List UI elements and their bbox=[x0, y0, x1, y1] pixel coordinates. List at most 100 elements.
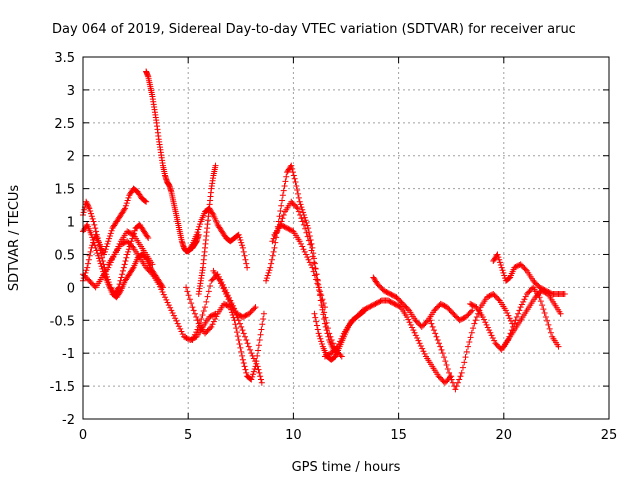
data-point bbox=[323, 319, 330, 326]
data-point bbox=[527, 286, 534, 293]
data-point bbox=[85, 204, 92, 211]
data-point bbox=[193, 329, 200, 336]
data-point bbox=[389, 292, 396, 299]
plot-frame bbox=[82, 56, 610, 420]
data-point bbox=[183, 335, 190, 342]
data-point bbox=[126, 229, 133, 236]
data-point bbox=[202, 304, 209, 311]
data-point bbox=[260, 310, 267, 317]
data-point bbox=[441, 302, 448, 309]
data-point bbox=[545, 321, 552, 328]
data-point bbox=[104, 240, 111, 247]
data-point bbox=[172, 315, 179, 322]
data-point bbox=[311, 310, 318, 317]
data-point bbox=[304, 254, 311, 261]
data-point bbox=[256, 369, 263, 376]
data-point bbox=[186, 296, 193, 303]
data-point bbox=[451, 312, 458, 319]
data-point bbox=[493, 341, 500, 348]
data-point bbox=[222, 301, 229, 308]
data-point bbox=[411, 329, 418, 336]
data-point bbox=[158, 286, 165, 293]
data-point bbox=[294, 186, 301, 193]
data-point bbox=[120, 264, 127, 271]
data-point bbox=[173, 317, 180, 324]
data-point bbox=[292, 179, 299, 186]
data-point bbox=[320, 300, 327, 307]
data-point bbox=[235, 231, 242, 238]
data-point bbox=[299, 218, 306, 225]
data-point bbox=[239, 327, 246, 334]
data-point bbox=[124, 251, 131, 258]
data-point bbox=[246, 310, 253, 317]
data-point bbox=[373, 300, 380, 307]
data-point bbox=[338, 335, 345, 342]
data-point bbox=[409, 324, 416, 331]
data-point bbox=[506, 315, 513, 322]
data-point bbox=[498, 264, 505, 271]
data-point bbox=[315, 330, 322, 337]
data-point bbox=[350, 316, 357, 323]
data-point bbox=[239, 242, 246, 249]
data-point bbox=[458, 369, 465, 376]
data-point bbox=[228, 301, 235, 308]
data-point bbox=[177, 325, 184, 332]
data-point bbox=[235, 337, 242, 344]
data-point bbox=[335, 340, 342, 347]
data-point bbox=[179, 331, 186, 338]
data-point bbox=[129, 265, 136, 272]
data-point bbox=[522, 266, 529, 273]
data-point bbox=[438, 375, 445, 382]
data-point bbox=[525, 289, 532, 296]
data-point bbox=[318, 338, 325, 345]
x-tick-label: 25 bbox=[601, 428, 618, 443]
y-tick-label: 1 bbox=[67, 216, 75, 231]
data-point bbox=[239, 352, 246, 359]
y-tick-label: 3 bbox=[67, 84, 75, 99]
data-point bbox=[485, 293, 492, 300]
data-point bbox=[87, 279, 94, 286]
data-point bbox=[301, 214, 308, 221]
data-point bbox=[380, 287, 387, 294]
data-point bbox=[203, 329, 210, 336]
data-point bbox=[243, 337, 250, 344]
data-point bbox=[356, 311, 363, 318]
data-point bbox=[107, 230, 114, 237]
data-point bbox=[224, 293, 231, 300]
data-point bbox=[123, 254, 130, 261]
data-point bbox=[300, 209, 307, 216]
data-point bbox=[83, 198, 90, 205]
data-point bbox=[289, 227, 296, 234]
y-tick-label: -0.5 bbox=[50, 314, 75, 329]
data-point bbox=[286, 226, 293, 233]
data-point bbox=[266, 267, 273, 274]
data-point bbox=[196, 223, 203, 230]
y-tick-labels: -2 -1.5 -1 -0.5 0 0.5 1 1.5 2 2.5 3 3.5 bbox=[50, 51, 75, 428]
data-point bbox=[230, 306, 237, 313]
data-point bbox=[116, 281, 123, 288]
data-point bbox=[338, 353, 345, 360]
data-point bbox=[165, 302, 172, 309]
data-point bbox=[213, 313, 220, 320]
data-point bbox=[375, 282, 382, 289]
data-point bbox=[248, 308, 255, 315]
data-point bbox=[268, 260, 275, 267]
data-point bbox=[297, 240, 304, 247]
data-point bbox=[88, 213, 95, 220]
data-point bbox=[168, 307, 175, 314]
data-point bbox=[447, 308, 454, 315]
data-point bbox=[220, 285, 227, 292]
data-point bbox=[419, 345, 426, 352]
data-point bbox=[511, 264, 518, 271]
data-point bbox=[95, 238, 102, 245]
data-point bbox=[164, 299, 171, 306]
data-point bbox=[260, 315, 267, 322]
series-track-9 bbox=[183, 284, 267, 383]
data-point bbox=[96, 258, 103, 265]
series-track-8 bbox=[195, 162, 219, 297]
data-point bbox=[337, 352, 344, 359]
data-point bbox=[309, 244, 316, 251]
data-point bbox=[247, 309, 254, 316]
data-point bbox=[488, 332, 495, 339]
data-point bbox=[363, 305, 370, 312]
